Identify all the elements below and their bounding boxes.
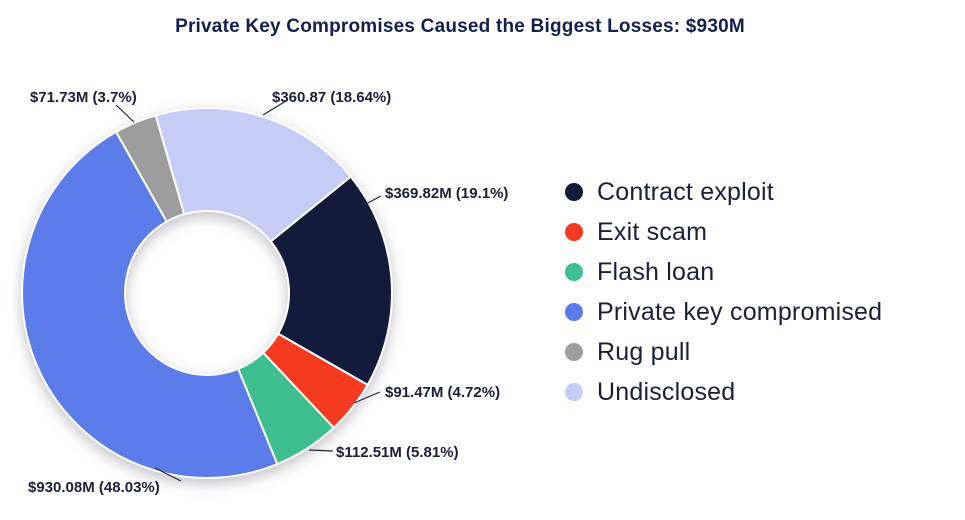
legend-item-contract-exploit[interactable]: Contract exploit — [565, 172, 882, 212]
legend-label-flash-loan: Flash loan — [597, 257, 715, 286]
legend-label-private-key-compromised: Private key compromised — [597, 297, 883, 326]
legend-item-private-key-compromised[interactable]: Private key compromised — [565, 292, 882, 332]
pie-slice-undisclosed[interactable] — [154, 107, 352, 243]
slice-value-label-flash-loan: $112.51M (5.81%) — [336, 444, 459, 461]
legend-item-rug-pull[interactable]: Rug pull — [565, 332, 882, 372]
legend-swatch-undisclosed — [565, 383, 583, 401]
label-leader-lines — [115, 100, 382, 482]
pie-slices — [21, 107, 393, 479]
legend-swatch-contract-exploit — [565, 183, 583, 201]
legend-swatch-rug-pull — [565, 343, 583, 361]
legend: Contract exploit Exit scam Flash loan Pr… — [565, 172, 882, 412]
slice-value-label-rug-pull: $71.73M (3.7%) — [30, 89, 137, 106]
slice-value-label-contract-exploit: $369.82M (19.1%) — [385, 185, 509, 202]
leader-line-flash-loan — [308, 449, 334, 452]
legend-label-undisclosed: Undisclosed — [597, 377, 736, 406]
legend-label-rug-pull: Rug pull — [597, 337, 691, 366]
legend-swatch-exit-scam — [565, 223, 583, 241]
legend-item-exit-scam[interactable]: Exit scam — [565, 212, 882, 252]
slice-value-label-private-key-compromised: $930.08M (48.03%) — [28, 479, 160, 496]
leader-line-undisclosed — [262, 100, 287, 116]
chart-title: Private Key Compromises Caused the Bigge… — [175, 16, 745, 37]
legend-swatch-private-key-compromised — [565, 303, 583, 321]
legend-swatch-flash-loan — [565, 263, 583, 281]
slice-value-label-exit-scam: $91.47M (4.72%) — [385, 384, 501, 401]
legend-label-contract-exploit: Contract exploit — [597, 177, 774, 206]
legend-item-flash-loan[interactable]: Flash loan — [565, 252, 882, 292]
legend-item-undisclosed[interactable]: Undisclosed — [565, 372, 882, 412]
legend-label-exit-scam: Exit scam — [597, 217, 708, 246]
leader-line-contract-exploit — [361, 195, 382, 207]
pie-slice-private-key-compromised[interactable] — [21, 130, 279, 479]
leader-line-exit-scam — [353, 391, 381, 404]
pie-slice-contract-exploit[interactable] — [269, 175, 393, 386]
leader-line-private-key-compromised — [154, 467, 182, 482]
leader-line-rug-pull — [115, 104, 135, 123]
slice-value-label-undisclosed: $360.87 (18.64%) — [272, 89, 392, 106]
